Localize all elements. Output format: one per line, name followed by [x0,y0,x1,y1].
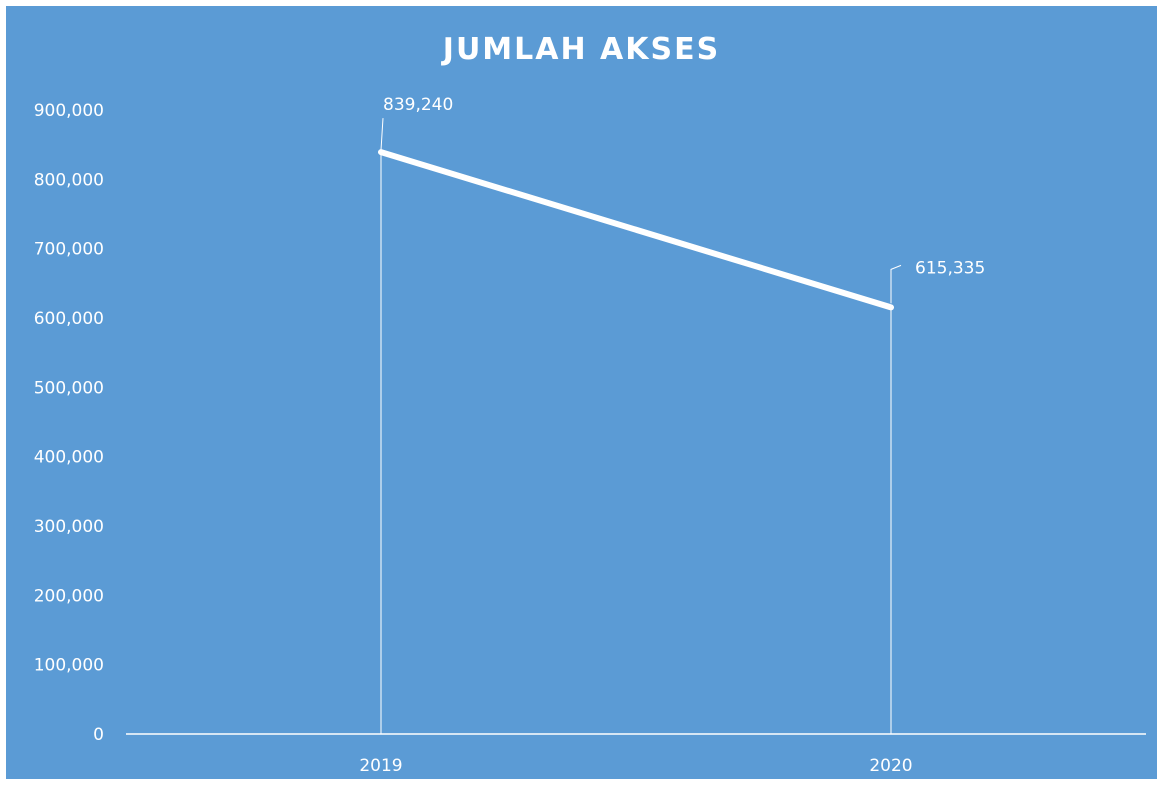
x-tick-label: 2020 [869,756,912,776]
data-label: 839,240 [383,95,453,115]
x-tick-label: 2019 [359,756,402,776]
y-tick-label: 500,000 [34,378,104,398]
y-tick-label: 600,000 [34,309,104,329]
series-line [378,149,894,311]
y-tick-label: 200,000 [34,586,104,606]
data-label-leader [380,118,384,151]
x-axis-ticks: 2019 2020 [359,756,912,776]
y-axis-ticks: 0 100,000 200,000 300,000 400,000 500,000 600,… [34,101,104,745]
y-tick-label: 800,000 [34,170,104,190]
chart-area [6,6,1157,779]
drop-lines [380,152,892,734]
y-tick-label: 0 [93,725,104,745]
data-labels: 839,240 615,335 [380,95,985,304]
y-tick-label: 100,000 [34,656,104,676]
series-lines [378,149,894,311]
y-tick-label: 400,000 [34,448,104,468]
y-tick-label: 700,000 [34,240,104,260]
y-tick-label: 300,000 [34,517,104,537]
data-label: 615,335 [915,258,985,278]
data-label-leader [890,264,902,304]
chart-title: JUMLAH AKSES [442,32,721,67]
y-tick-label: 900,000 [34,101,104,121]
